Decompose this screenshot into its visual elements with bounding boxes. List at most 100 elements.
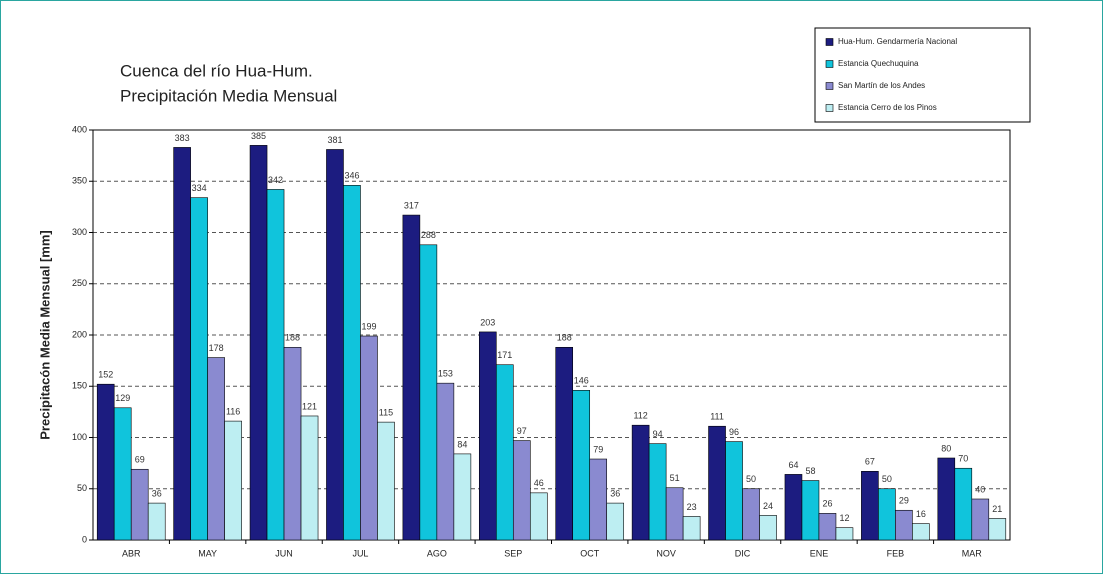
- data-label: 58: [805, 466, 815, 476]
- bar: [954, 467, 973, 541]
- bar: [96, 383, 115, 541]
- legend-swatch: [825, 60, 834, 68]
- data-label: 64: [788, 460, 798, 470]
- bar: [912, 523, 930, 541]
- bar: [249, 145, 268, 541]
- bar: [665, 487, 684, 541]
- data-label: 116: [226, 406, 240, 416]
- bar: [682, 516, 701, 541]
- x-tick-label: ABR: [122, 548, 141, 558]
- data-label: 334: [192, 183, 207, 193]
- data-label: 24: [763, 501, 773, 511]
- x-tick-label: FEB: [887, 548, 905, 558]
- bar: [835, 527, 854, 541]
- data-label: 199: [361, 321, 376, 331]
- data-label: 112: [633, 411, 647, 421]
- data-label: 153: [438, 369, 453, 379]
- data-label: 16: [916, 509, 926, 519]
- y-tick-label: 350: [72, 176, 87, 186]
- bar: [937, 457, 956, 541]
- x-tick-label: DIC: [735, 548, 751, 558]
- data-label: 317: [404, 200, 419, 210]
- data-label: 171: [497, 350, 512, 360]
- bar: [360, 335, 378, 541]
- x-tick-label: MAY: [198, 548, 217, 558]
- x-tick-label: NOV: [656, 548, 676, 558]
- bar: [606, 502, 625, 541]
- x-tick-label: SEP: [504, 548, 522, 558]
- bar: [343, 185, 361, 541]
- bar: [725, 441, 743, 541]
- bar: [402, 214, 421, 541]
- bar: [742, 488, 760, 541]
- data-label: 346: [344, 171, 359, 181]
- data-label: 23: [687, 502, 697, 512]
- y-tick-label: 250: [72, 278, 87, 288]
- data-label: 178: [209, 343, 224, 353]
- bar: [283, 346, 302, 541]
- bar: [988, 518, 1007, 541]
- data-label: 50: [882, 474, 892, 484]
- x-tick-label: JUN: [275, 548, 293, 558]
- data-label: 342: [268, 175, 283, 185]
- data-label: 385: [251, 131, 266, 141]
- bar: [648, 443, 667, 541]
- x-tick-label: OCT: [580, 548, 600, 558]
- y-tick-label: 0: [82, 534, 87, 544]
- y-tick-label: 400: [72, 124, 87, 134]
- data-label: 152: [98, 370, 113, 380]
- bar: [801, 480, 820, 541]
- bar: [113, 407, 132, 541]
- legend: [814, 27, 1031, 123]
- bar: [708, 425, 726, 541]
- bar: [190, 197, 208, 541]
- x-tick-label: JUL: [352, 548, 368, 558]
- data-label: 36: [152, 488, 162, 498]
- data-label: 70: [958, 454, 968, 464]
- data-label: 129: [115, 393, 130, 403]
- bar: [147, 502, 166, 541]
- bar: [326, 149, 344, 541]
- data-label: 79: [593, 444, 603, 454]
- x-tick-label: AGO: [427, 548, 447, 558]
- bar: [878, 488, 896, 541]
- bar: [589, 458, 608, 541]
- data-label: 50: [746, 474, 756, 484]
- bar: [207, 357, 225, 541]
- bar: [759, 515, 777, 541]
- data-label: 188: [285, 333, 300, 343]
- data-label: 46: [534, 478, 544, 488]
- data-label: 29: [899, 496, 909, 506]
- data-label: 21: [992, 504, 1002, 514]
- data-label: 36: [610, 488, 620, 498]
- data-label: 188: [557, 333, 572, 343]
- data-label: 12: [839, 513, 849, 523]
- bar: [512, 440, 531, 541]
- data-label: 96: [729, 427, 739, 437]
- data-label: 381: [327, 135, 342, 145]
- y-axis-title: Precipitacón Media Mensual [mm]: [37, 230, 52, 440]
- data-label: 94: [653, 429, 663, 439]
- data-label: 115: [379, 408, 393, 418]
- y-tick-label: 100: [72, 432, 87, 442]
- bar: [861, 471, 879, 541]
- data-label: 84: [457, 439, 467, 449]
- data-label: 97: [517, 426, 527, 436]
- legend-label: Estancia Cerro de los Pinos: [838, 103, 937, 112]
- bar: [300, 415, 319, 541]
- chart-title: Precipitación Media Mensual: [120, 86, 337, 105]
- bar: [971, 498, 990, 541]
- legend-label: Hua-Hum. Gendarmería Nacional: [838, 37, 957, 46]
- bar: [529, 492, 548, 541]
- y-tick-label: 150: [72, 381, 87, 391]
- y-tick-label: 200: [72, 329, 87, 339]
- bar: [453, 453, 472, 541]
- data-label: 69: [135, 455, 145, 465]
- data-label: 51: [670, 473, 680, 483]
- data-label: 67: [865, 457, 875, 467]
- bar: [266, 189, 285, 541]
- legend-swatch: [825, 104, 834, 112]
- legend-label: San Martín de los Andes: [838, 81, 925, 90]
- bar: [478, 331, 497, 541]
